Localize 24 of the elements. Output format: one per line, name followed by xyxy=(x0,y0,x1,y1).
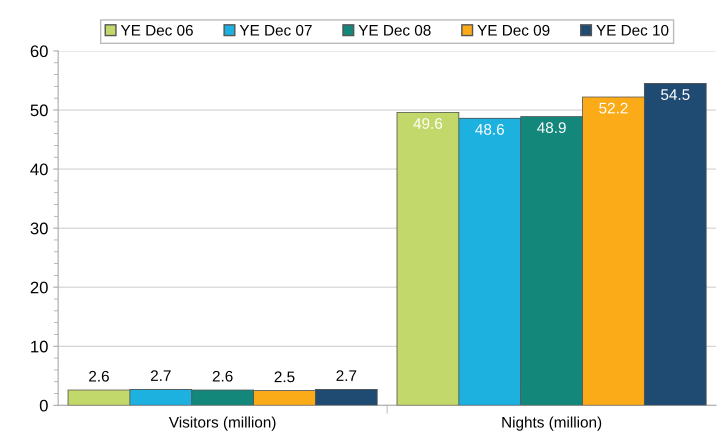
y-tick-label: 40 xyxy=(30,163,48,176)
data-label: 52.2 xyxy=(599,102,628,114)
y-tick-label: 20 xyxy=(30,282,48,294)
y-tick-label: 30 xyxy=(30,222,48,234)
data-label: 2.5 xyxy=(274,371,294,382)
legend-label: YE Dec 09 xyxy=(477,24,550,36)
legend-label: YE Dec 08 xyxy=(358,24,431,36)
x-tick-label: Nights (million) xyxy=(502,416,602,431)
y-tick-label: 60 xyxy=(30,45,48,58)
legend-label: YE Dec 10 xyxy=(596,24,668,36)
data-label: 48.9 xyxy=(537,122,566,134)
data-label: 2.6 xyxy=(212,370,233,382)
data-label: 49.6 xyxy=(413,118,442,129)
data-label: 2.6 xyxy=(89,370,109,382)
data-label: 48.6 xyxy=(475,124,504,135)
y-tick-label: 50 xyxy=(30,104,48,116)
y-tick-label: 0 xyxy=(40,400,48,412)
legend-label: YE Dec 06 xyxy=(120,24,193,36)
legend-label: YE Dec 07 xyxy=(240,24,312,36)
y-tick-label: 10 xyxy=(31,340,48,352)
x-tick-label: Visitors (million) xyxy=(168,416,276,431)
data-label: 2.7 xyxy=(336,370,356,381)
data-label: 54.5 xyxy=(661,89,690,100)
data-label: 2.7 xyxy=(150,370,171,381)
